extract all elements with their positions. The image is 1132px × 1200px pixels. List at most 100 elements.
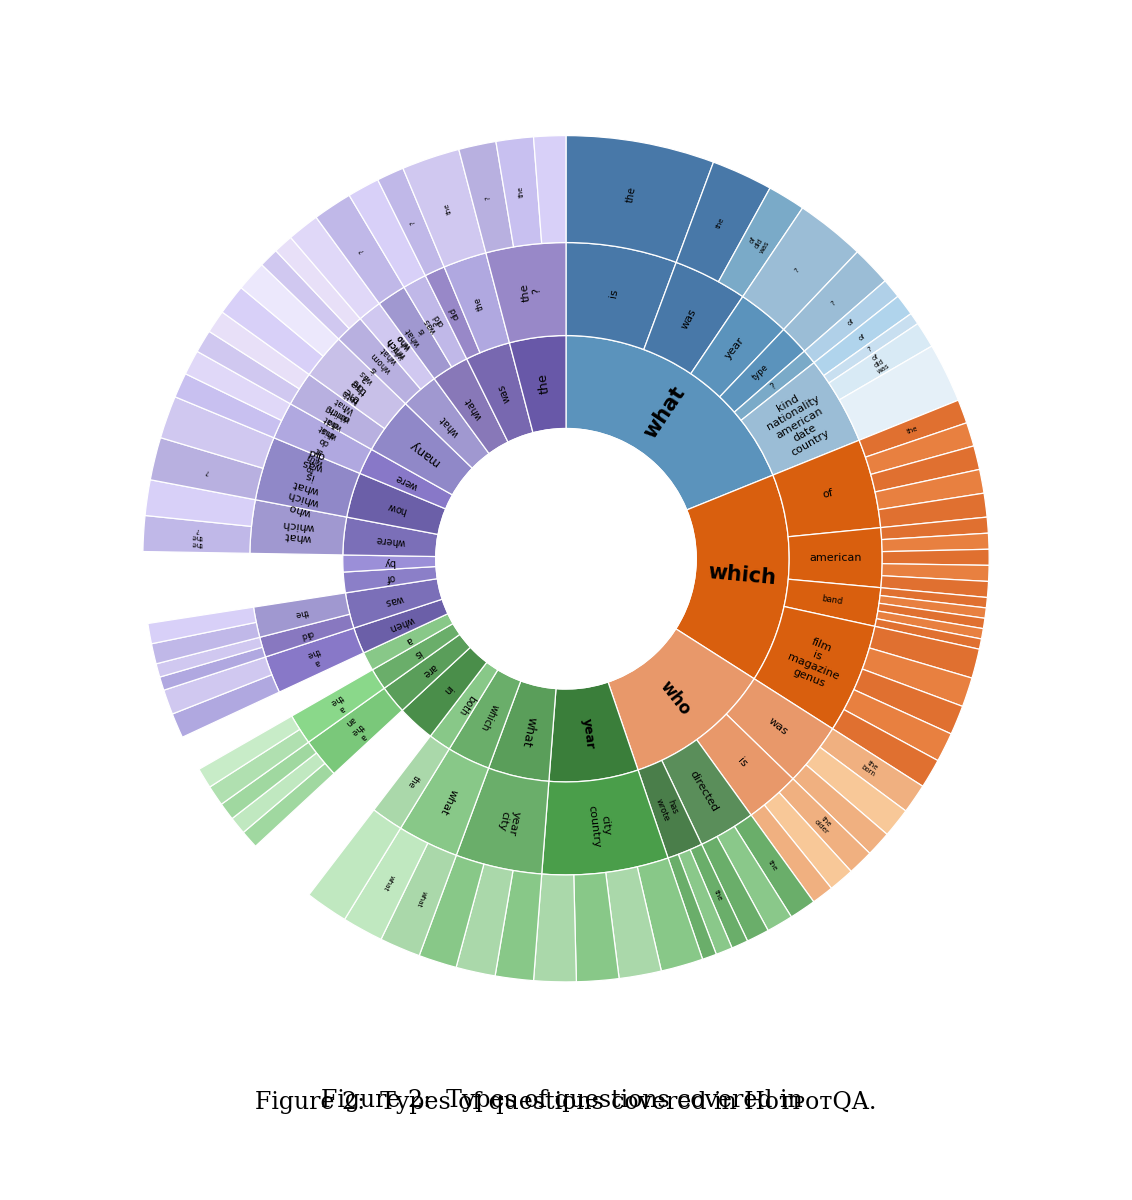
Wedge shape [720,330,805,412]
Wedge shape [291,374,385,449]
Text: were: were [394,472,420,491]
Wedge shape [209,730,308,804]
Wedge shape [384,635,471,710]
Wedge shape [881,576,988,598]
Wedge shape [403,150,486,266]
Wedge shape [486,242,566,343]
Wedge shape [878,493,987,528]
Text: was: was [384,593,404,607]
Text: film
is
magazine
genus: film is magazine genus [781,630,849,692]
Wedge shape [509,336,566,433]
Wedge shape [882,550,989,565]
Wedge shape [702,836,769,941]
Wedge shape [308,689,402,774]
Wedge shape [250,499,346,554]
Text: to
with
at
do
this
did
during: to with at do this did during [295,403,351,479]
Wedge shape [880,595,986,618]
Wedge shape [456,864,513,976]
Text: year: year [723,336,746,361]
Wedge shape [199,716,300,787]
Text: many: many [406,438,443,469]
Wedge shape [871,446,979,492]
Text: ?: ? [359,247,366,253]
Wedge shape [197,331,299,403]
Wedge shape [316,196,404,304]
Text: how: how [386,500,408,516]
Wedge shape [254,593,350,637]
Wedge shape [360,449,453,509]
Wedge shape [882,564,989,582]
Text: what: what [518,715,538,748]
Wedge shape [829,324,932,400]
Wedge shape [456,768,549,874]
Wedge shape [644,263,743,373]
Wedge shape [824,313,918,383]
Wedge shape [869,626,979,678]
Text: band: band [822,594,843,606]
Wedge shape [854,670,962,734]
Text: the: the [625,186,637,204]
Wedge shape [839,346,959,440]
Wedge shape [676,475,789,679]
Text: Figure 2:  Types of questions covered in HᴏᴛᴘᴏᴛQA.: Figure 2: Types of questions covered in … [255,1091,877,1114]
Text: directed: directed [687,768,719,814]
Wedge shape [859,400,967,457]
Text: is: is [411,648,423,660]
Text: the: the [405,773,421,790]
Text: kind
nationality
american
date
country: kind nationality american date country [760,384,839,462]
Text: the
born: the born [860,758,881,779]
Wedge shape [222,742,317,818]
Wedge shape [354,599,448,653]
Wedge shape [374,736,449,828]
Text: is: is [736,756,749,769]
Text: of: of [846,318,855,328]
Text: Figure 2:  Types of questions covered in: Figure 2: Types of questions covered in [321,1088,811,1112]
Wedge shape [875,619,981,649]
Wedge shape [435,359,508,454]
Text: both: both [455,692,477,716]
Text: city
country: city country [586,804,614,848]
Wedge shape [338,319,421,403]
Text: where: where [375,534,405,547]
Text: who: who [657,677,694,719]
Wedge shape [309,340,405,428]
Wedge shape [426,266,480,359]
Wedge shape [691,845,747,948]
Text: the: the [906,425,919,434]
Wedge shape [783,252,885,352]
Wedge shape [863,648,972,707]
Wedge shape [350,180,426,287]
Wedge shape [458,142,514,253]
Wedge shape [363,613,453,670]
Wedge shape [678,850,732,954]
Wedge shape [843,690,951,761]
Wedge shape [668,854,717,959]
Wedge shape [866,422,974,474]
Text: what: what [438,787,458,816]
Wedge shape [172,674,280,737]
Wedge shape [752,805,831,902]
Text: what: what [438,413,462,438]
Text: a
the: a the [328,692,350,716]
Wedge shape [186,352,291,420]
Wedge shape [419,856,483,967]
Text: was: was [496,383,512,404]
Text: which: which [708,562,777,588]
Wedge shape [291,217,379,319]
Wedge shape [489,680,556,781]
Wedge shape [566,136,713,263]
Wedge shape [566,336,773,510]
Wedge shape [806,748,906,834]
Text: american: american [809,553,861,563]
Text: ?: ? [431,318,441,326]
Wedge shape [160,647,265,690]
Text: in: in [440,683,454,696]
Text: ?: ? [830,300,837,306]
Text: the: the [767,859,779,871]
Text: did: did [447,306,461,322]
Text: the
the
?: the the ? [190,527,204,547]
Wedge shape [880,588,987,608]
Wedge shape [151,438,263,499]
Wedge shape [343,566,437,593]
Wedge shape [381,844,456,955]
